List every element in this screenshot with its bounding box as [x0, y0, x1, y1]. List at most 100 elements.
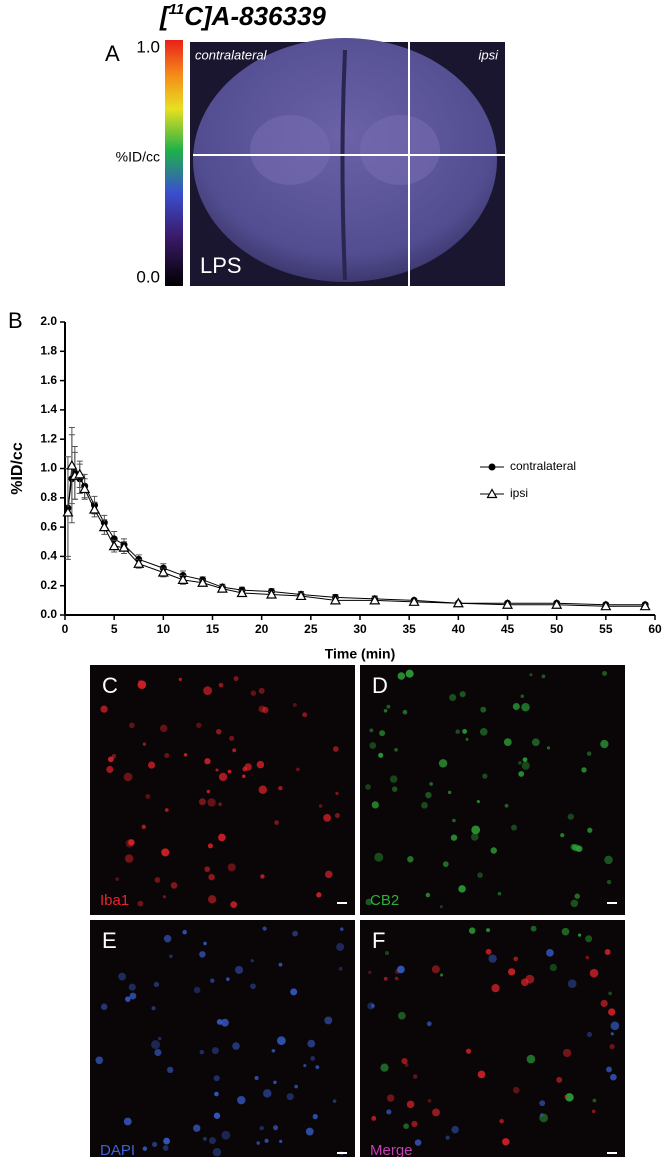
cell [432, 1108, 440, 1117]
cell [208, 873, 215, 881]
cell [365, 898, 373, 906]
cell [458, 885, 466, 893]
x-tick-label: 30 [353, 622, 367, 636]
cell [226, 977, 230, 981]
cell [455, 729, 460, 734]
cell [338, 966, 343, 971]
point [79, 483, 91, 494]
cell [490, 847, 498, 854]
x-tick-label: 55 [599, 622, 613, 636]
point [133, 558, 145, 568]
cell [529, 673, 533, 677]
panel-label: A [105, 41, 120, 66]
cell [513, 1086, 520, 1094]
y-tick-label: 1.4 [40, 402, 57, 416]
cell [386, 1109, 392, 1115]
micrograph [360, 665, 625, 915]
point [157, 566, 169, 577]
cell [384, 951, 390, 956]
cell [525, 974, 535, 984]
cell [600, 999, 608, 1008]
cell [323, 814, 332, 822]
cell [426, 1021, 432, 1027]
cell [129, 992, 137, 1000]
cell [587, 827, 593, 833]
cell [199, 1049, 205, 1055]
colorbar [165, 40, 183, 286]
cell [465, 1048, 472, 1054]
panel-label: F [372, 928, 385, 953]
cell [412, 1074, 418, 1079]
cell [369, 728, 374, 733]
cell [137, 680, 147, 690]
cell [303, 1063, 307, 1068]
cell [182, 929, 187, 935]
point [408, 596, 420, 606]
cell [254, 1075, 259, 1081]
cell [232, 1042, 240, 1050]
cell [560, 833, 565, 838]
cell [609, 1044, 615, 1050]
cell [256, 760, 265, 769]
cell [585, 935, 593, 943]
cell [290, 988, 298, 996]
series-line [67, 471, 646, 606]
cell [154, 1048, 162, 1056]
cell [244, 763, 252, 771]
cell [145, 794, 151, 799]
cell [370, 1003, 375, 1008]
cell [604, 949, 611, 955]
cell [610, 1032, 614, 1036]
cell [581, 767, 587, 773]
cell [250, 983, 256, 990]
cell [123, 1117, 132, 1126]
cell [606, 1066, 612, 1073]
cell [438, 759, 448, 768]
stain-label: CB2 [370, 892, 399, 909]
cell [402, 709, 408, 715]
cell [389, 775, 398, 783]
point [501, 599, 514, 609]
cell [307, 1039, 316, 1048]
point [639, 600, 651, 611]
cell [541, 674, 546, 679]
point [88, 503, 101, 514]
cell [442, 861, 449, 868]
cell [163, 1137, 171, 1145]
cell [530, 925, 537, 932]
cell [193, 1124, 201, 1132]
cell [512, 703, 520, 711]
cell [394, 976, 399, 981]
cell [485, 948, 492, 955]
cell [521, 703, 530, 712]
cell [294, 1084, 298, 1089]
cell [162, 895, 166, 899]
cell [503, 738, 512, 747]
cell [312, 1113, 318, 1120]
cell [383, 709, 388, 713]
cell [486, 928, 491, 933]
cell [425, 892, 431, 898]
x-tick-label: 40 [452, 622, 466, 636]
legend-marker [488, 463, 496, 471]
cell [585, 955, 590, 960]
cell [380, 1063, 389, 1072]
cell [511, 824, 517, 831]
cell [148, 761, 156, 769]
striatum [360, 115, 440, 185]
cell [462, 728, 468, 734]
cell [123, 772, 133, 782]
cell [482, 773, 488, 779]
point [98, 521, 110, 532]
cell [218, 802, 222, 807]
cell [379, 730, 386, 737]
cell [315, 1065, 320, 1070]
cell [333, 746, 339, 752]
series-line [67, 465, 646, 607]
panel-label: B [8, 308, 23, 333]
cell [316, 892, 322, 898]
cell [374, 852, 384, 862]
cell [386, 1094, 395, 1102]
cell [207, 843, 213, 849]
cell [256, 1141, 260, 1145]
